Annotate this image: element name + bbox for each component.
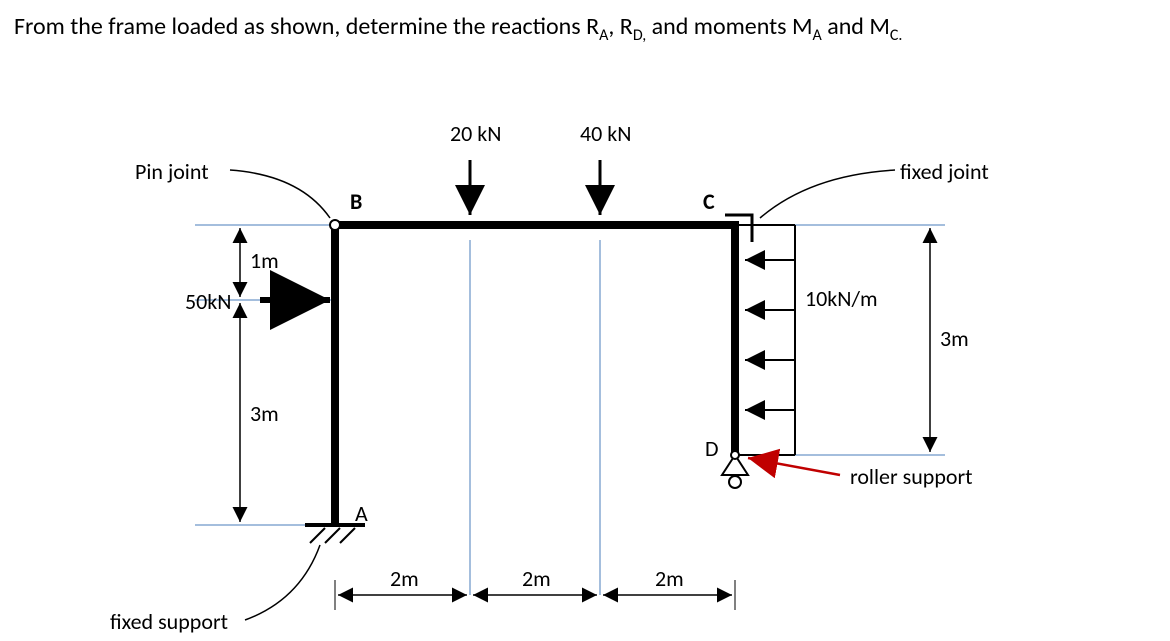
node-d-label: D: [705, 435, 719, 462]
load-50kn-label: 50kN: [185, 288, 232, 315]
load-20kn-label: 20 kN: [450, 120, 501, 147]
dim-2m-3-label: 2m: [655, 565, 684, 592]
node-a-label: A: [355, 500, 368, 527]
sub-a1: A: [599, 26, 608, 45]
problem-statement: From the frame loaded as shown, determin…: [14, 12, 902, 45]
fixed-joint-label: fixed joint: [900, 158, 989, 185]
pin-joint-label: Pin joint: [135, 158, 209, 185]
roller-support-label: roller support: [850, 463, 973, 490]
text-p3: and moments M: [646, 12, 812, 41]
dim-3m-right-label: 3m: [940, 325, 969, 352]
sub-c: C.: [890, 26, 903, 45]
load-40kn-label: 40 kN: [580, 120, 631, 147]
text-p4: and M: [822, 12, 890, 41]
dim-2m-2-label: 2m: [522, 565, 551, 592]
distributed-load-label: 10kN/m: [805, 285, 878, 312]
dim-3m-left-label: 3m: [250, 400, 279, 427]
frame-diagram: 20 kN 40 kN 50kN 10kN/m Pin joint fixed …: [0, 60, 1170, 636]
dim-1m-label: 1m: [250, 247, 279, 274]
text-p2: , R: [608, 12, 632, 41]
node-b-label: B: [350, 188, 362, 215]
node-c-label: C: [703, 188, 715, 215]
sub-a2: A: [813, 26, 822, 45]
dim-2m-1-label: 2m: [390, 565, 419, 592]
fixed-support-label: fixed support: [110, 608, 228, 635]
text-p1: From the frame loaded as shown, determin…: [14, 12, 599, 41]
sub-d: D,: [633, 26, 646, 45]
